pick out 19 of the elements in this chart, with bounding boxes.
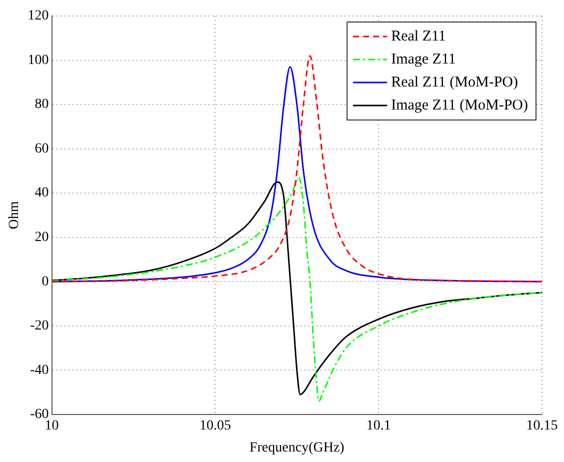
- y-tick-label: -20: [30, 318, 49, 334]
- y-tick-label: 60: [34, 141, 49, 156]
- x-tick-label: 10.15: [526, 418, 558, 434]
- x-tick-label: 10.1: [366, 418, 391, 434]
- legend-label: Real Z11 (MoM-PO): [391, 74, 518, 90]
- legend-label: Real Z11: [391, 28, 446, 44]
- y-tick-label: 20: [34, 230, 49, 246]
- y-tick-label: 100: [28, 52, 49, 68]
- y-axis-title: Ohm: [7, 201, 22, 230]
- x-tick-label: 10: [44, 418, 59, 434]
- legend-label: Image Z11: [391, 51, 456, 68]
- y-tick-label: 80: [34, 97, 49, 112]
- y-tick-label: 120: [28, 8, 49, 24]
- legend-label: Image Z11 (MoM-PO): [391, 97, 528, 114]
- y-tick-label: 40: [34, 186, 49, 201]
- x-axis-title: Frequency(GHz): [249, 440, 345, 456]
- x-tick-label: 10.05: [199, 418, 231, 434]
- y-tick-label: -40: [30, 362, 49, 378]
- y-tick-label: 0: [42, 274, 49, 290]
